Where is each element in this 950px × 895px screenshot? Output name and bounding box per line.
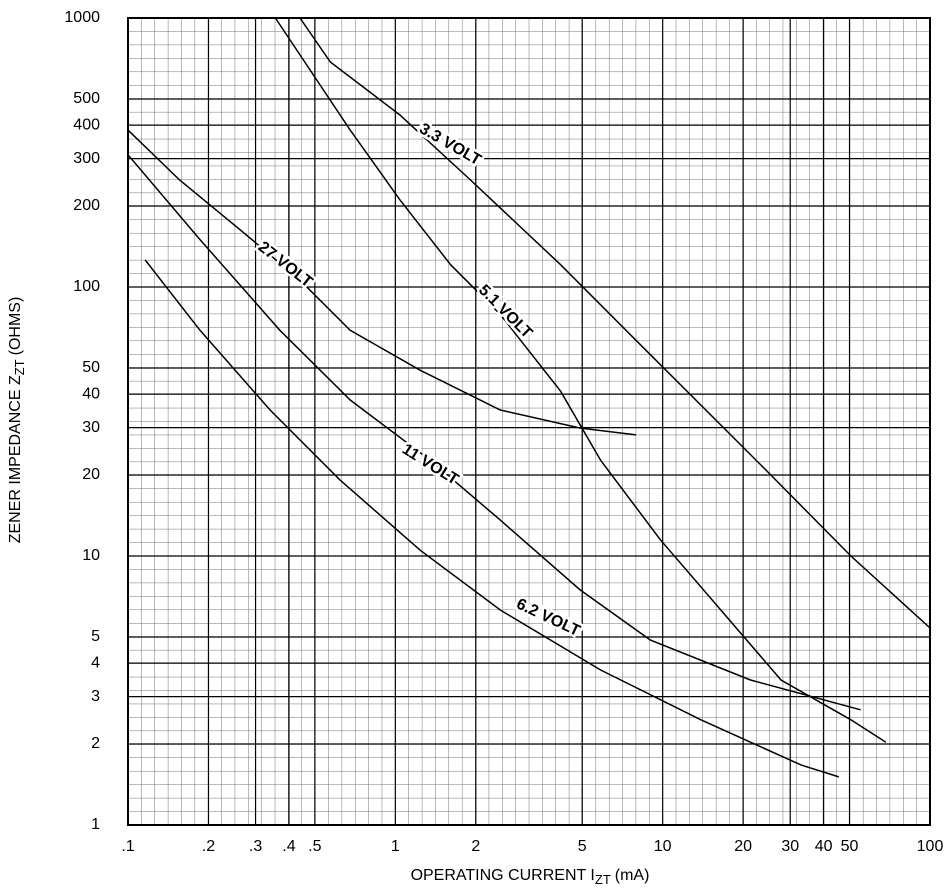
x-tick-label: 100 [917,838,944,855]
y-tick-label: 100 [73,278,100,295]
x-tick-label: 50 [841,838,859,855]
x-tick-label: 2 [471,838,480,855]
y-label-main: ZENER IMPEDANCE Z [7,375,24,543]
plot-frame [127,17,931,826]
x-label-unit: (mA) [615,867,650,884]
y-tick-label: 2 [91,735,100,752]
x-tick-label: .1 [121,838,134,855]
y-tick-label: 10 [82,547,100,564]
y-tick-label: 400 [73,116,100,133]
x-label-sub: ZT [595,872,611,887]
y-tick-label: 50 [82,359,100,376]
y-axis-label: ZENER IMPEDANCE ZZT (OHMS) [7,297,27,544]
y-label-unit: (OHMS) [7,297,24,356]
x-label-main: OPERATING CURRENT I [411,867,595,884]
x-tick-label: 5 [578,838,587,855]
y-label-sub: ZT [12,359,27,375]
x-tick-label: 40 [815,838,833,855]
x-axis-label: OPERATING CURRENT IZT (mA) [411,867,650,887]
y-tick-label: 200 [73,197,100,214]
curve [144,259,840,778]
y-tick-label: 4 [91,654,100,671]
x-tick-label: .4 [282,838,295,855]
x-tick-label: .3 [249,838,262,855]
y-tick-label: 20 [82,466,100,483]
curve [274,17,887,743]
y-tick-label: 40 [82,385,100,402]
y-tick-label: 30 [82,419,100,436]
x-tick-label: 30 [781,838,799,855]
x-tick-label: .5 [308,838,321,855]
y-tick-label: 1000 [64,9,100,26]
y-tick-label: 1 [91,816,100,833]
y-tick-label: 300 [73,150,100,167]
curve [127,129,637,436]
minor-grid [128,18,930,825]
curve [127,154,861,711]
x-tick-label: 1 [391,838,400,855]
curve [299,17,931,629]
y-tick-label: 500 [73,90,100,107]
curve-label: 5.1 VOLT [475,282,535,342]
x-tick-label: 10 [654,838,672,855]
curve-label: 11 VOLT [399,441,461,489]
x-tick-label: 20 [734,838,752,855]
curve-label: 6.2 VOLT [514,596,583,640]
x-tick-label: .2 [202,838,215,855]
y-tick-label: 3 [91,688,100,705]
y-tick-label: 5 [91,628,100,645]
curve-label: 27 VOLT [255,238,316,291]
